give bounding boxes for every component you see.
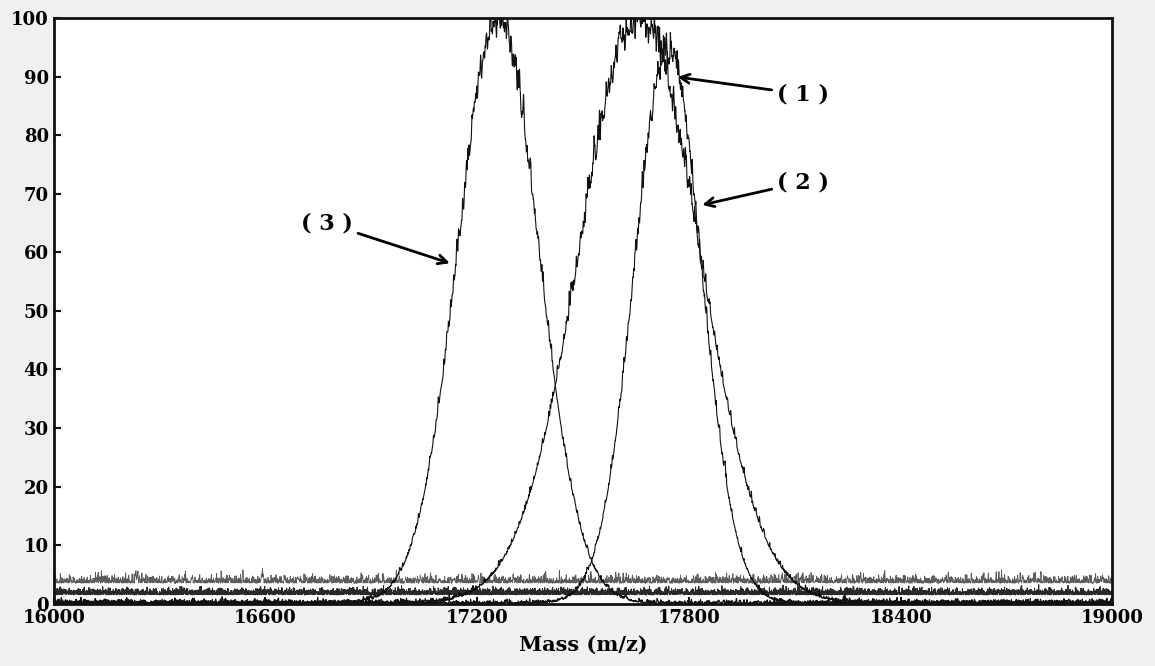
Text: ( 2 ): ( 2 ): [706, 171, 829, 206]
Text: ( 1 ): ( 1 ): [680, 75, 829, 105]
X-axis label: Mass (m/z): Mass (m/z): [519, 635, 648, 655]
Text: ( 3 ): ( 3 ): [300, 212, 447, 264]
